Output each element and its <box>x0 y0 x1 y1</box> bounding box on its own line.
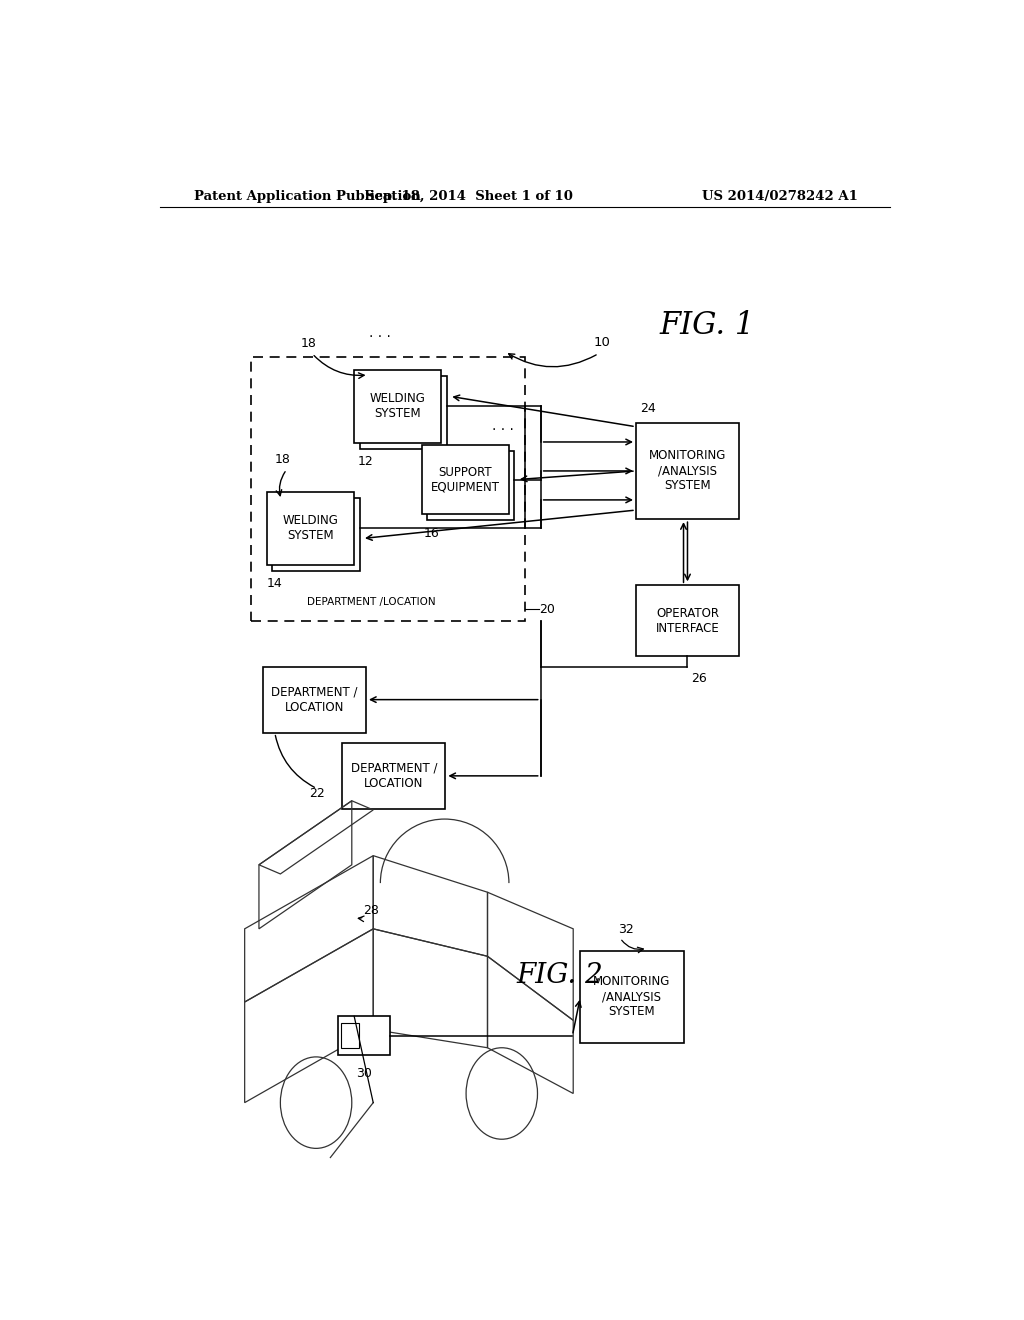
Bar <box>272 498 359 572</box>
Text: . . .: . . . <box>493 418 514 433</box>
Text: 30: 30 <box>356 1068 372 1080</box>
Bar <box>263 667 367 733</box>
Text: 22: 22 <box>309 787 325 800</box>
Text: 28: 28 <box>362 904 379 916</box>
Text: Sep. 18, 2014  Sheet 1 of 10: Sep. 18, 2014 Sheet 1 of 10 <box>366 190 573 202</box>
Text: 10: 10 <box>594 337 610 350</box>
Bar <box>422 445 509 515</box>
Bar <box>636 585 739 656</box>
Text: DEPARTMENT /
LOCATION: DEPARTMENT / LOCATION <box>271 685 357 714</box>
Text: MONITORING
/ANALYSIS
SYSTEM: MONITORING /ANALYSIS SYSTEM <box>593 975 671 1019</box>
Text: 18: 18 <box>301 338 316 350</box>
Bar <box>251 356 524 620</box>
Text: 14: 14 <box>267 577 283 590</box>
Bar <box>636 422 739 519</box>
Bar <box>338 1016 390 1055</box>
Text: WELDING
SYSTEM: WELDING SYSTEM <box>283 515 339 543</box>
Bar <box>267 492 354 565</box>
Text: 20: 20 <box>539 603 555 615</box>
Text: 26: 26 <box>691 672 708 685</box>
Text: FIG. 1: FIG. 1 <box>659 310 755 341</box>
Text: FIG. 2: FIG. 2 <box>517 962 603 989</box>
Text: 18: 18 <box>274 453 291 466</box>
Bar <box>341 1023 359 1048</box>
Text: Patent Application Publication: Patent Application Publication <box>194 190 421 202</box>
Text: US 2014/0278242 A1: US 2014/0278242 A1 <box>702 190 858 202</box>
Bar <box>359 376 447 449</box>
Text: 24: 24 <box>640 403 655 416</box>
Text: WELDING
SYSTEM: WELDING SYSTEM <box>370 392 426 420</box>
Text: MONITORING
/ANALYSIS
SYSTEM: MONITORING /ANALYSIS SYSTEM <box>649 449 726 492</box>
Text: SUPPORT
EQUIPMENT: SUPPORT EQUIPMENT <box>431 466 500 494</box>
Text: DEPARTMENT /
LOCATION: DEPARTMENT / LOCATION <box>350 762 437 789</box>
Bar <box>354 370 441 444</box>
Text: 16: 16 <box>424 527 439 540</box>
Bar <box>342 743 445 809</box>
Text: DEPARTMENT /LOCATION: DEPARTMENT /LOCATION <box>307 597 436 607</box>
Text: OPERATOR
INTERFACE: OPERATOR INTERFACE <box>655 607 720 635</box>
Text: 12: 12 <box>358 455 374 469</box>
Text: 32: 32 <box>617 923 634 936</box>
Text: . . .: . . . <box>370 326 391 341</box>
Bar <box>427 451 514 520</box>
Bar <box>581 952 684 1043</box>
